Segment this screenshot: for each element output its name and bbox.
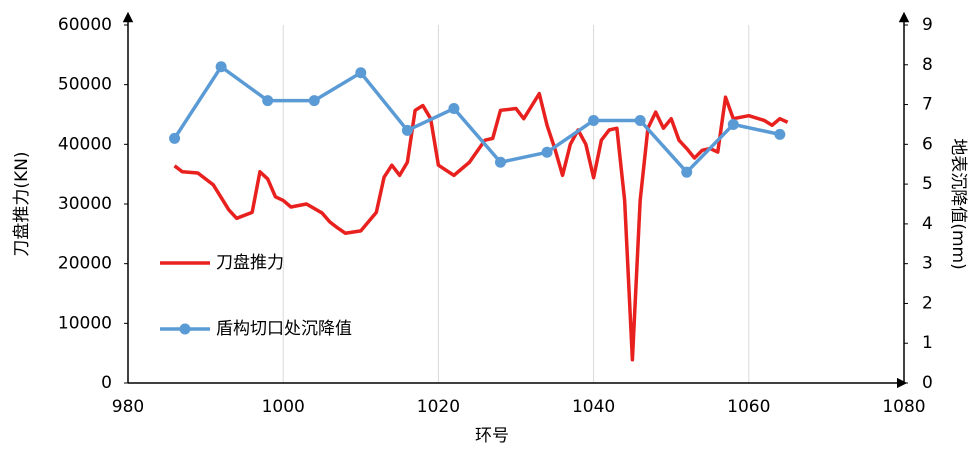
y2-tick-label: 5 [922, 174, 933, 194]
y2-tick-label: 4 [922, 214, 933, 234]
y-tick-label: 60000 [58, 15, 112, 35]
legend-label: 刀盘推力 [216, 253, 284, 273]
x-tick-label: 1080 [882, 397, 925, 417]
y2-tick-label: 1 [922, 333, 933, 353]
y2-tick-label: 8 [922, 55, 933, 75]
x-axis-label: 环号 [475, 426, 509, 446]
series-line [173, 65, 781, 174]
y2-tick-label: 7 [922, 95, 933, 115]
x-tick-label: 980 [112, 397, 144, 417]
series-point [169, 132, 181, 144]
series-point [541, 146, 553, 158]
y2-tick-label: 0 [922, 373, 933, 393]
series-point [308, 95, 320, 107]
y-tick-label: 20000 [58, 254, 112, 274]
x-tick-label: 1040 [572, 397, 615, 417]
series-point [588, 114, 600, 126]
y2-tick-label: 9 [922, 15, 933, 35]
series-point [681, 166, 693, 178]
series-point [448, 103, 460, 115]
series-point [774, 128, 786, 140]
y-tick-label: 50000 [58, 75, 112, 95]
y-axis-label: 刀盘推力(KN) [12, 151, 32, 256]
y2-axis-label: 地表沉降值(mm) [948, 138, 968, 269]
series-point [262, 95, 274, 107]
legend-label: 盾构切口处沉降值 [216, 319, 352, 339]
series-point [355, 67, 367, 79]
y-tick-label: 10000 [58, 313, 112, 333]
y-tick-label: 30000 [58, 194, 112, 214]
series-point [215, 61, 227, 73]
series-point [494, 156, 506, 168]
y2-tick-label: 2 [922, 293, 933, 313]
y2-tick-label: 6 [922, 134, 933, 154]
y-tick-label: 0 [101, 373, 112, 393]
y2-tick-label: 3 [922, 254, 933, 274]
series-point [727, 118, 739, 130]
series-line [173, 91, 789, 362]
series-point [401, 124, 413, 136]
x-tick-label: 1020 [417, 397, 460, 417]
legend-marker [179, 323, 191, 335]
x-tick-label: 1060 [727, 397, 770, 417]
x-tick-label: 1000 [262, 397, 305, 417]
series-point [634, 114, 646, 126]
y-tick-label: 40000 [58, 134, 112, 154]
